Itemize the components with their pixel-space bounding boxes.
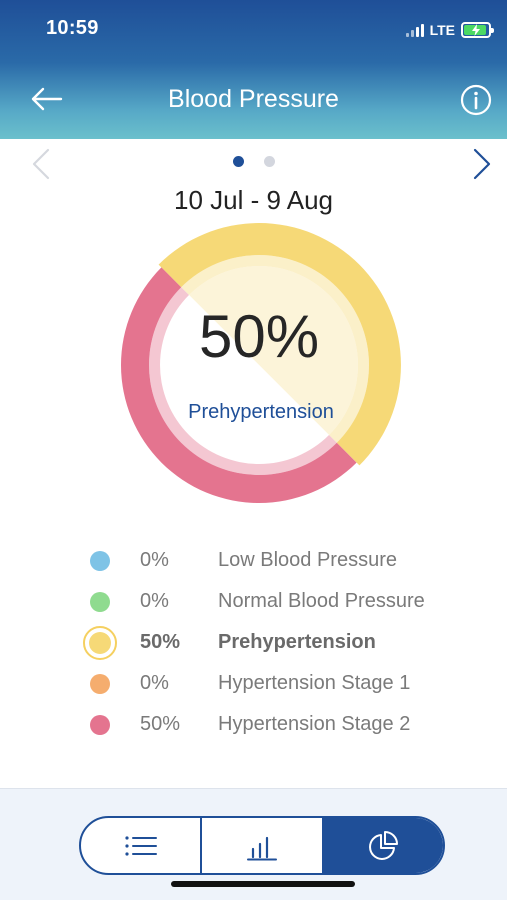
bar-chart-icon [246, 836, 277, 860]
info-button[interactable] [459, 83, 493, 117]
network-label: LTE [429, 22, 455, 38]
slice-hypertension-stage-2[interactable] [120, 267, 357, 503]
legend-percent: 50% [140, 631, 181, 653]
legend-swatch [90, 550, 110, 571]
legend-swatch [90, 591, 110, 612]
chart-legend: 0% Low Blood Pressure 0% Normal Blood Press… [80, 540, 480, 745]
arrow-left-icon [31, 87, 63, 111]
legend-item[interactable]: 0% Normal Blood Pressure [80, 581, 480, 622]
chevron-left-icon[interactable] [30, 147, 52, 181]
summary-percent: 50% [198, 303, 320, 370]
slice-face-hypertension-stage-2 [160, 294, 330, 464]
info-icon [460, 84, 492, 116]
legend-label: Prehypertension [218, 631, 376, 653]
bar-view-button[interactable] [200, 818, 321, 873]
page-dot [263, 156, 275, 167]
legend-label: Normal Blood Pressure [218, 590, 425, 612]
legend-item[interactable]: 0% Hypertension Stage 1 [80, 663, 480, 704]
page-indicator [0, 156, 507, 167]
back-button[interactable] [30, 82, 64, 116]
legend-percent: 0% [140, 549, 169, 571]
chevron-right-icon[interactable] [471, 147, 493, 181]
slice-band-hypertension-stage-2 [148, 287, 337, 475]
slice-band-prehypertension [181, 254, 369, 443]
list-view-button[interactable] [81, 818, 200, 873]
legend-label: Hypertension Stage 1 [218, 672, 411, 694]
status-indicators: LTE [405, 20, 494, 40]
legend-swatch [90, 673, 110, 694]
slice-face-prehypertension [188, 266, 358, 436]
summary-label: Prehypertension [188, 401, 334, 423]
battery-icon [461, 22, 494, 38]
status-time: 10:59 [46, 17, 99, 39]
legend-percent: 50% [140, 713, 181, 735]
legend-item[interactable]: 0% Low Blood Pressure [80, 540, 480, 581]
legend-percent: 0% [140, 672, 169, 694]
legend-label: Hypertension Stage 2 [218, 713, 411, 735]
pie-chart-icon [369, 830, 399, 860]
legend-swatch [83, 625, 117, 660]
slice-prehypertension[interactable] [158, 223, 401, 466]
legend-label: Low Blood Pressure [218, 549, 397, 571]
legend-item[interactable]: 50% Hypertension Stage 2 [80, 704, 480, 745]
legend-percent: 0% [140, 590, 169, 612]
donut-chart [120, 223, 401, 503]
home-indicator [171, 881, 355, 887]
legend-item[interactable]: 50% Prehypertension [80, 622, 480, 663]
legend-swatch [90, 714, 110, 735]
list-icon [125, 835, 157, 856]
view-toggle [79, 816, 445, 875]
page-title: Blood Pressure [168, 85, 339, 113]
page-dot-active [232, 156, 244, 167]
pie-view-button[interactable] [321, 818, 443, 873]
date-range: 10 Jul - 9 Aug [174, 185, 333, 215]
signal-icon [405, 23, 424, 37]
app-header: 10:59 LTE Blood Pressure [0, 0, 507, 139]
